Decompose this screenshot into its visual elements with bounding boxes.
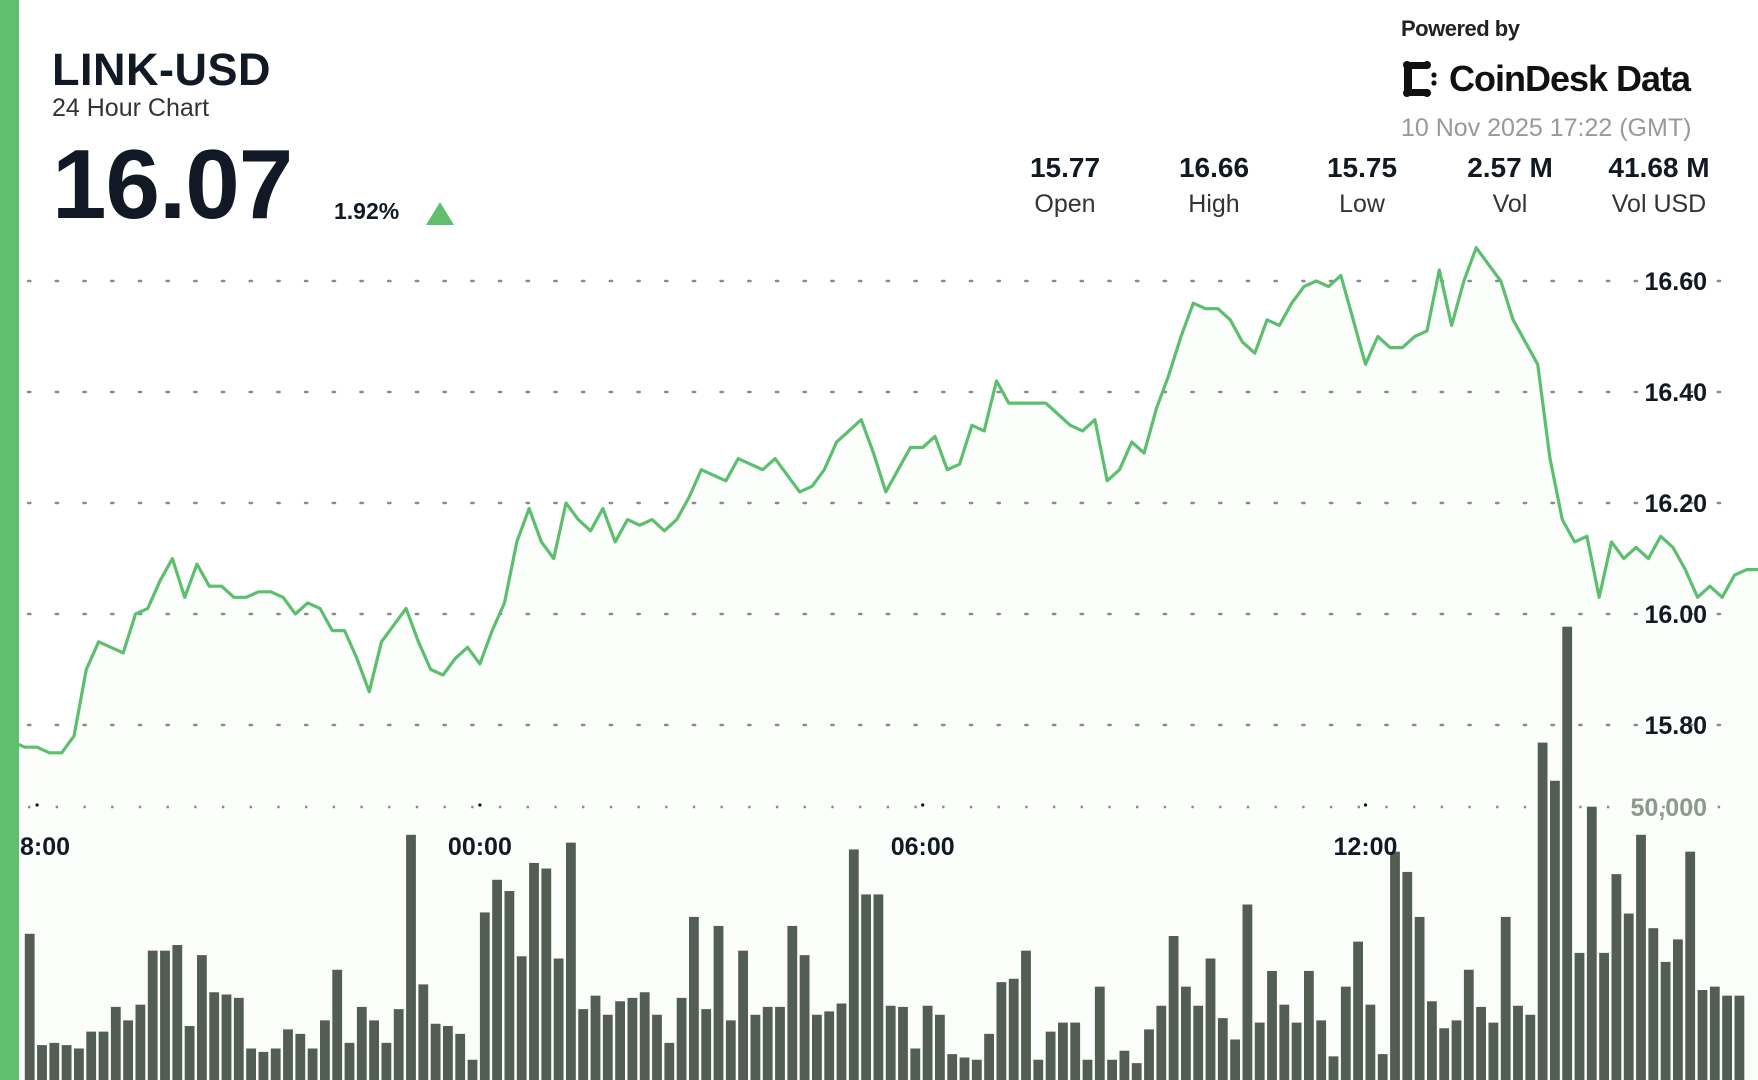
price-area (0, 246, 1758, 1080)
up-triangle-icon (426, 202, 454, 225)
x-tick-mark (478, 803, 482, 807)
stat-value: 2.57 M (1467, 152, 1553, 183)
x-tick-label: 8:00 (20, 833, 70, 861)
accent-bar (0, 0, 19, 1080)
price-area-fill (0, 247, 1758, 1080)
chart-subtitle: 24 Hour Chart (52, 94, 210, 122)
x-tick-mark (1363, 803, 1368, 807)
stat-vol: 2.57 M Vol (1435, 152, 1585, 219)
stat-value: 41.68 M (1608, 152, 1710, 183)
brand-name: CoinDesk Data (1449, 58, 1691, 99)
x-tick-label: 00:00 (448, 833, 512, 861)
coindesk-logo: CoinDesk Data (1401, 58, 1691, 100)
y-tick-label: 16.00 (1644, 601, 1707, 629)
price-change: 1.92% (334, 198, 400, 224)
y-tick-label: 16.60 (1644, 268, 1707, 296)
stat-label: High (1188, 190, 1240, 218)
x-tick-label: 06:00 (891, 833, 955, 861)
y-tick-label: 16.40 (1644, 379, 1707, 407)
stat-label: Open (1034, 190, 1096, 218)
current-price: 16.07 (52, 129, 293, 239)
stat-vol-usd: 41.68 M Vol USD (1584, 152, 1734, 219)
volume-tick-label: 50,000 (1631, 794, 1707, 822)
x-tick-mark (35, 803, 39, 807)
axis-labels: 15.80 16.00 16.20 16.40 16.60 50,000 8:00 00:00… (20, 268, 1707, 861)
powered-by-label: Powered by (1401, 16, 1520, 41)
symbol-title: LINK-USD (52, 44, 271, 95)
stat-value: 16.66 (1178, 152, 1250, 183)
price-line (0, 246, 1758, 755)
coindesk-logo-icon (1403, 61, 1437, 97)
x-tick-mark (921, 803, 925, 807)
stat-label: Low (1339, 190, 1385, 218)
stat-value: 15.77 (1029, 152, 1101, 183)
stat-label: Vol (1492, 190, 1528, 218)
timestamp: 10 Nov 2025 17:22 (GMT) (1401, 114, 1692, 142)
stat-low: 15.75 Low (1287, 152, 1437, 219)
y-tick-label: 16.20 (1644, 490, 1707, 518)
stat-value: 15.75 (1326, 152, 1398, 183)
x-tick-label: 12:00 (1334, 833, 1398, 861)
y-tick-label: 15.80 (1644, 712, 1707, 740)
stat-open: 15.77 Open (990, 152, 1140, 219)
stat-label: Vol USD (1611, 190, 1707, 218)
stat-high: 16.66 High (1139, 152, 1289, 219)
